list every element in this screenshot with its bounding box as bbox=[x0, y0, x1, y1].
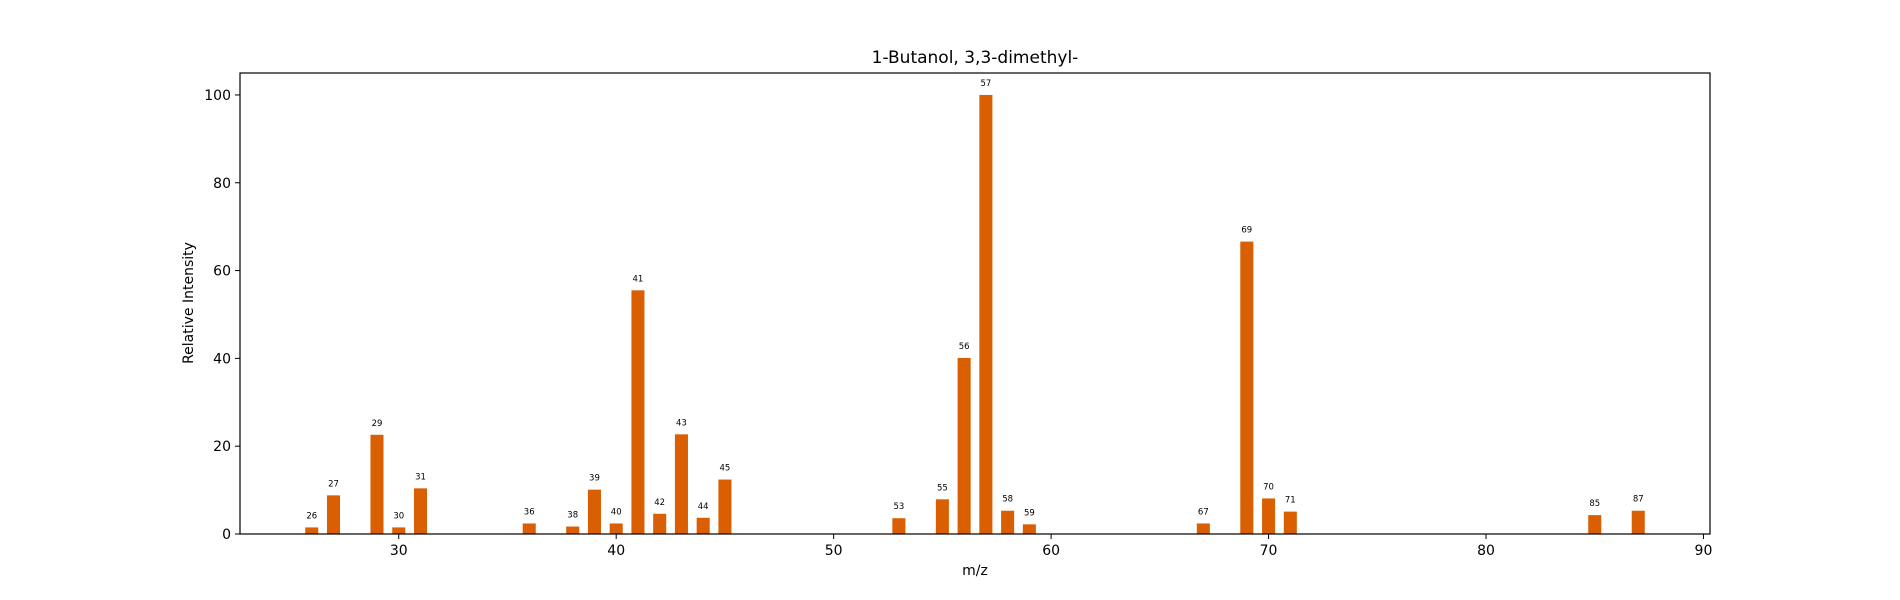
x-tick-label-50: 50 bbox=[825, 543, 843, 559]
bar-mz-57 bbox=[979, 94, 993, 534]
bar-mz-44 bbox=[696, 517, 710, 534]
bar-label-mz-56: 56 bbox=[959, 342, 970, 352]
x-tick-label-90: 90 bbox=[1695, 543, 1713, 559]
bar-label-mz-70: 70 bbox=[1263, 482, 1274, 492]
bar-mz-58 bbox=[1001, 510, 1015, 534]
bar-mz-55 bbox=[935, 499, 949, 534]
x-tick-label-80: 80 bbox=[1477, 543, 1495, 559]
bar-mz-56 bbox=[957, 357, 971, 534]
chart-title: 1-Butanol, 3,3-dimethyl- bbox=[872, 48, 1079, 68]
bar-label-mz-53: 53 bbox=[893, 502, 904, 512]
bar-mz-85 bbox=[1588, 515, 1602, 534]
bar-label-mz-36: 36 bbox=[524, 507, 535, 517]
bar-mz-31 bbox=[413, 488, 428, 534]
bar-label-mz-43: 43 bbox=[676, 418, 687, 428]
y-tick-label-0: 0 bbox=[222, 527, 231, 543]
y-tick-label-100: 100 bbox=[204, 88, 231, 104]
bar-label-mz-44: 44 bbox=[698, 502, 709, 512]
bar-mz-53 bbox=[892, 518, 906, 534]
x-tick-label-30: 30 bbox=[390, 543, 408, 559]
bar-label-mz-55: 55 bbox=[937, 483, 948, 493]
bar-mz-42 bbox=[653, 513, 667, 534]
bar-mz-67 bbox=[1196, 523, 1210, 534]
bar-mz-45 bbox=[718, 479, 732, 534]
bar-mz-41 bbox=[631, 290, 645, 534]
bar-label-mz-41: 41 bbox=[633, 274, 644, 284]
bar-mz-87 bbox=[1631, 510, 1645, 534]
bar-label-mz-27: 27 bbox=[328, 479, 339, 489]
bar-label-mz-31: 31 bbox=[415, 472, 426, 482]
x-axis: 30 40 50 60 70 80 90 bbox=[390, 534, 1713, 559]
bar-mz-36 bbox=[522, 523, 536, 534]
bar-label-mz-85: 85 bbox=[1589, 499, 1600, 509]
x-tick-label-70: 70 bbox=[1260, 543, 1278, 559]
bar-label-mz-87: 87 bbox=[1633, 495, 1644, 505]
bar-mz-27 bbox=[326, 495, 341, 534]
x-axis-label: m/z bbox=[962, 563, 988, 579]
bar-mz-69 bbox=[1240, 241, 1254, 534]
bar-mz-38 bbox=[566, 526, 580, 534]
bar-mz-29 bbox=[370, 434, 384, 534]
bar-label-mz-69: 69 bbox=[1241, 226, 1252, 236]
bar-mz-71 bbox=[1283, 511, 1297, 534]
bars-group bbox=[305, 94, 1645, 534]
bar-label-mz-30: 30 bbox=[393, 511, 404, 521]
bar-label-mz-58: 58 bbox=[1002, 495, 1013, 505]
y-axis: 0 20 40 60 80 100 bbox=[204, 88, 240, 543]
y-tick-label-60: 60 bbox=[213, 264, 231, 280]
bar-labels-group: 26 27 29 30 31 36 38 39 40 41 42 43 44 45 53 55 56 57 58 59… bbox=[306, 79, 1643, 521]
bar-label-mz-40: 40 bbox=[611, 507, 622, 517]
bar-mz-59 bbox=[1022, 524, 1036, 534]
plot-frame bbox=[239, 72, 1711, 535]
bar-label-mz-71: 71 bbox=[1285, 496, 1296, 506]
y-tick-label-20: 20 bbox=[213, 439, 231, 455]
y-tick-label-80: 80 bbox=[213, 176, 231, 192]
bar-mz-26 bbox=[305, 527, 319, 534]
x-tick-label-40: 40 bbox=[607, 543, 625, 559]
bar-mz-70 bbox=[1262, 498, 1276, 534]
bar-label-mz-45: 45 bbox=[720, 464, 731, 474]
bar-mz-40 bbox=[609, 523, 623, 534]
bar-mz-43 bbox=[674, 434, 688, 534]
bar-label-mz-39: 39 bbox=[589, 474, 600, 484]
bar-label-mz-57: 57 bbox=[980, 79, 991, 89]
bar-label-mz-67: 67 bbox=[1198, 507, 1209, 517]
bar-label-mz-26: 26 bbox=[306, 511, 317, 521]
bar-label-mz-59: 59 bbox=[1024, 508, 1035, 518]
y-axis-label: Relative Intensity bbox=[181, 242, 197, 364]
y-tick-label-40: 40 bbox=[213, 351, 231, 367]
bar-label-mz-42: 42 bbox=[654, 498, 665, 508]
bar-mz-39 bbox=[587, 489, 601, 534]
bar-label-mz-29: 29 bbox=[372, 419, 383, 429]
x-tick-label-60: 60 bbox=[1042, 543, 1060, 559]
bar-label-mz-38: 38 bbox=[567, 511, 578, 521]
bar-mz-30 bbox=[392, 527, 406, 534]
